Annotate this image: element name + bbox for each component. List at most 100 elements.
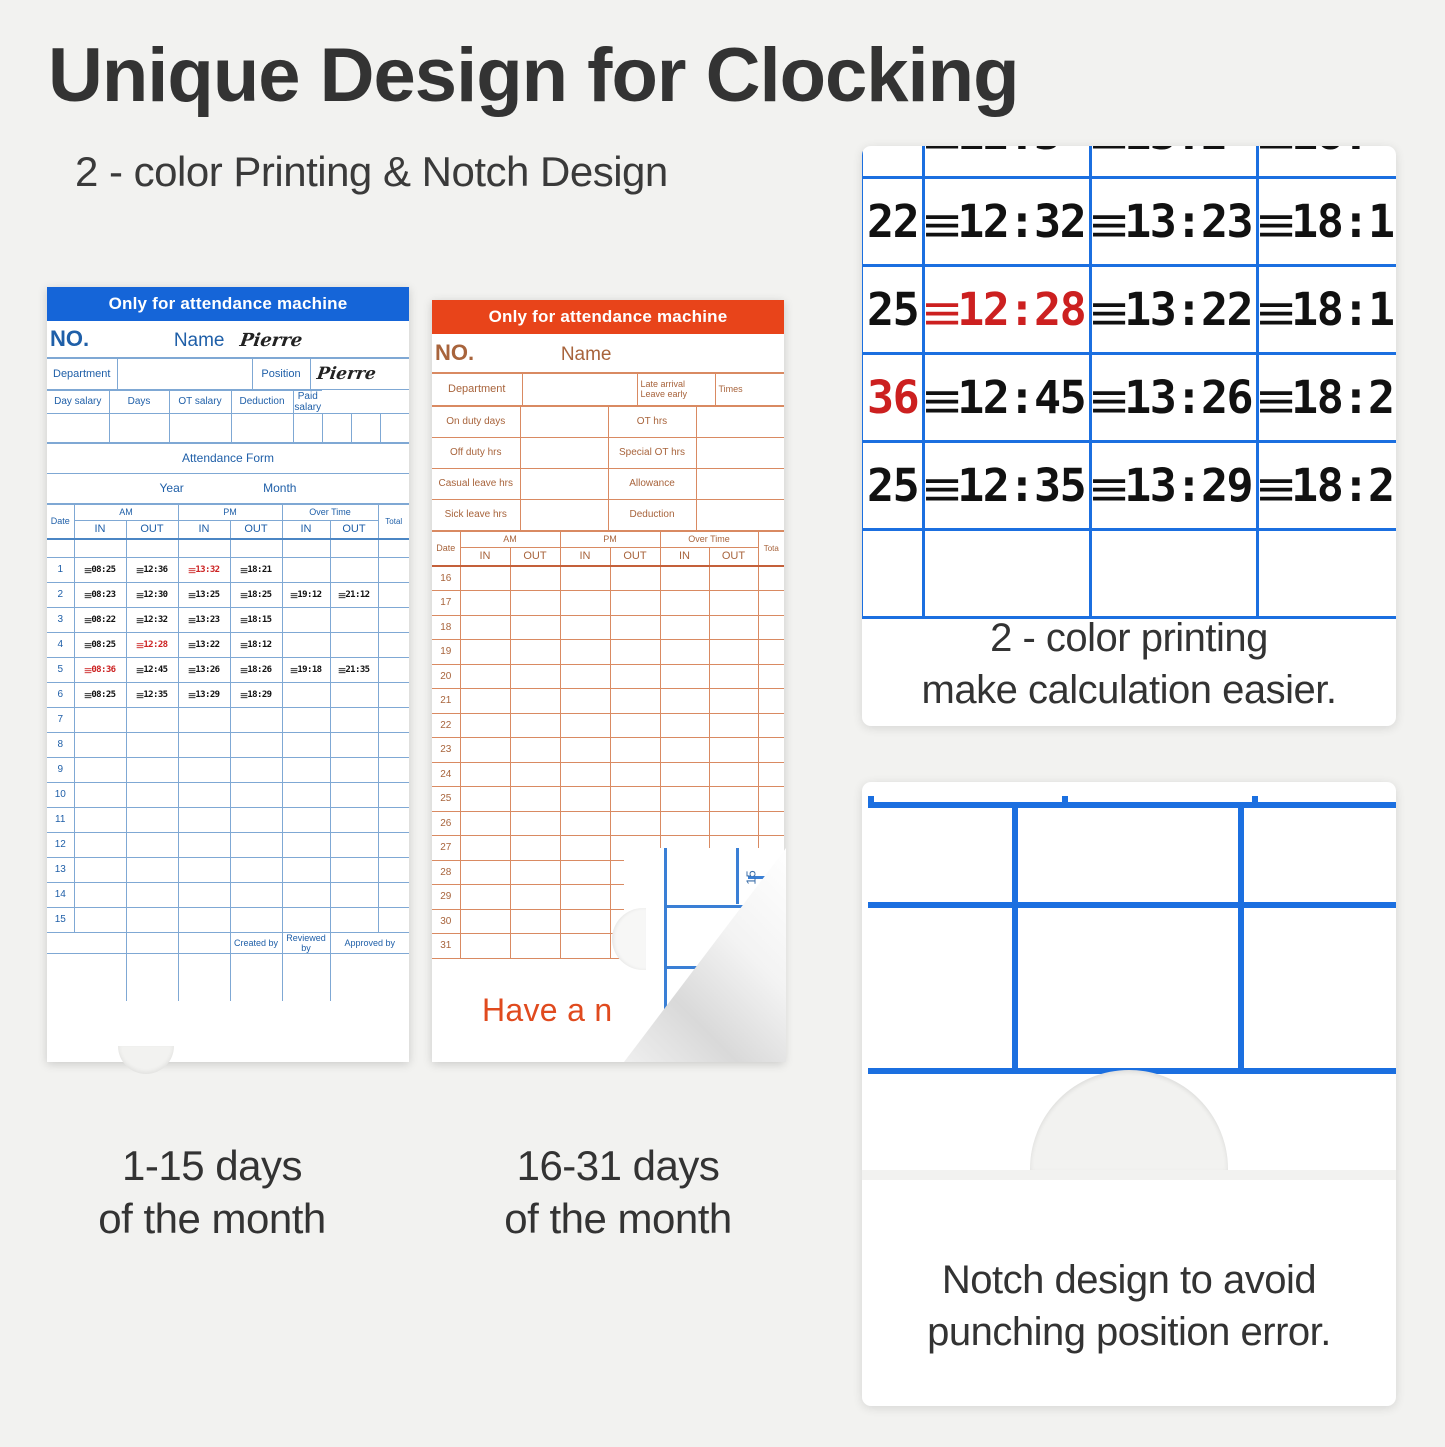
time-cell[interactable]: ☰12:32 — [125, 606, 179, 633]
signoff-cell[interactable] — [229, 952, 283, 1001]
time-cell[interactable] — [559, 737, 611, 763]
signoff-blank[interactable] — [125, 931, 179, 954]
time-cell[interactable] — [177, 781, 231, 808]
time-cell[interactable] — [177, 806, 231, 833]
time-cell[interactable] — [509, 712, 561, 738]
time-cell[interactable] — [708, 688, 759, 714]
time-cell[interactable] — [708, 614, 759, 640]
time-cell[interactable] — [281, 906, 331, 933]
time-cell[interactable]: ☰13:23 — [177, 606, 231, 633]
total-cell[interactable] — [377, 606, 409, 633]
time-cell[interactable] — [509, 835, 561, 861]
time-cell[interactable] — [229, 756, 283, 783]
time-cell[interactable]: ☰18:12 — [229, 631, 283, 658]
time-cell[interactable] — [229, 781, 283, 808]
time-cell[interactable] — [708, 737, 759, 763]
time-cell[interactable] — [329, 631, 379, 658]
salary-cell[interactable] — [230, 412, 294, 443]
time-cell[interactable] — [125, 806, 179, 833]
time-cell[interactable]: ☰08:25 — [73, 631, 127, 658]
stat-value-left[interactable] — [519, 498, 609, 531]
time-cell[interactable]: ☰18:15 — [229, 606, 283, 633]
time-cell[interactable] — [329, 681, 379, 708]
time-cell[interactable] — [73, 831, 127, 858]
time-cell[interactable] — [609, 663, 661, 689]
total-cell[interactable] — [377, 556, 409, 583]
time-cell[interactable] — [659, 688, 710, 714]
time-cell[interactable] — [329, 756, 379, 783]
time-cell[interactable] — [708, 810, 759, 836]
time-cell[interactable] — [281, 606, 331, 633]
time-cell[interactable] — [459, 908, 511, 934]
time-cell[interactable]: ☰12:36 — [125, 556, 179, 583]
time-cell[interactable] — [509, 761, 561, 787]
total-cell[interactable] — [377, 806, 409, 833]
time-cell[interactable] — [125, 781, 179, 808]
time-cell[interactable] — [659, 786, 710, 812]
time-cell[interactable] — [659, 639, 710, 665]
time-cell[interactable] — [509, 565, 561, 591]
time-cell[interactable] — [659, 590, 710, 616]
time-cell[interactable] — [125, 906, 179, 933]
total-cell[interactable] — [757, 590, 784, 616]
time-cell[interactable] — [125, 706, 179, 733]
total-cell[interactable] — [377, 906, 409, 933]
time-cell[interactable] — [459, 737, 511, 763]
salary-cell[interactable] — [168, 412, 232, 443]
time-cell[interactable] — [609, 786, 661, 812]
time-cell[interactable] — [609, 590, 661, 616]
time-cell[interactable]: ☰13:29 — [177, 681, 231, 708]
time-cell[interactable] — [559, 565, 611, 591]
time-cell[interactable] — [73, 881, 127, 908]
stat-value-right[interactable] — [695, 405, 784, 438]
time-cell[interactable] — [559, 835, 611, 861]
time-cell[interactable] — [125, 756, 179, 783]
time-cell[interactable] — [329, 881, 379, 908]
time-cell[interactable] — [329, 806, 379, 833]
time-cell[interactable]: ☰08:22 — [73, 606, 127, 633]
time-cell[interactable] — [125, 881, 179, 908]
time-cell[interactable]: ☰18:21 — [229, 556, 283, 583]
time-cell[interactable] — [73, 856, 127, 883]
salary-cell[interactable] — [47, 412, 110, 443]
time-cell[interactable] — [459, 614, 511, 640]
time-cell[interactable] — [73, 756, 127, 783]
time-cell[interactable] — [73, 781, 127, 808]
time-cell[interactable] — [708, 590, 759, 616]
stat-value-right[interactable] — [695, 467, 784, 500]
time-cell[interactable] — [609, 737, 661, 763]
time-cell[interactable] — [559, 884, 611, 910]
time-cell[interactable] — [659, 810, 710, 836]
time-cell[interactable] — [459, 786, 511, 812]
time-cell[interactable] — [559, 786, 611, 812]
time-cell[interactable] — [229, 731, 283, 758]
time-cell[interactable]: ☰18:26 — [229, 656, 283, 683]
time-cell[interactable] — [177, 706, 231, 733]
time-cell[interactable] — [509, 688, 561, 714]
salary-cell[interactable] — [321, 412, 352, 443]
time-cell[interactable] — [609, 688, 661, 714]
time-cell[interactable] — [459, 933, 511, 959]
signoff-blank[interactable] — [47, 931, 127, 954]
time-cell[interactable] — [229, 856, 283, 883]
time-cell[interactable] — [229, 881, 283, 908]
total-cell[interactable] — [757, 688, 784, 714]
time-cell[interactable]: ☰13:25 — [177, 581, 231, 608]
time-cell[interactable] — [559, 859, 611, 885]
signoff-cell[interactable] — [329, 952, 409, 1001]
time-cell[interactable] — [329, 906, 379, 933]
time-cell[interactable] — [509, 908, 561, 934]
signoff-cell[interactable] — [125, 952, 179, 1001]
time-cell[interactable] — [559, 590, 611, 616]
time-cell[interactable] — [177, 731, 231, 758]
time-cell[interactable] — [659, 565, 710, 591]
time-cell[interactable] — [459, 590, 511, 616]
time-cell[interactable] — [329, 706, 379, 733]
total-cell[interactable] — [757, 663, 784, 689]
time-cell[interactable] — [73, 806, 127, 833]
time-cell[interactable]: ☰12:45 — [125, 656, 179, 683]
time-cell[interactable] — [509, 933, 561, 959]
time-cell[interactable]: ☰13:26 — [177, 656, 231, 683]
total-cell[interactable] — [757, 639, 784, 665]
time-cell[interactable]: ☰12:28 — [125, 631, 179, 658]
